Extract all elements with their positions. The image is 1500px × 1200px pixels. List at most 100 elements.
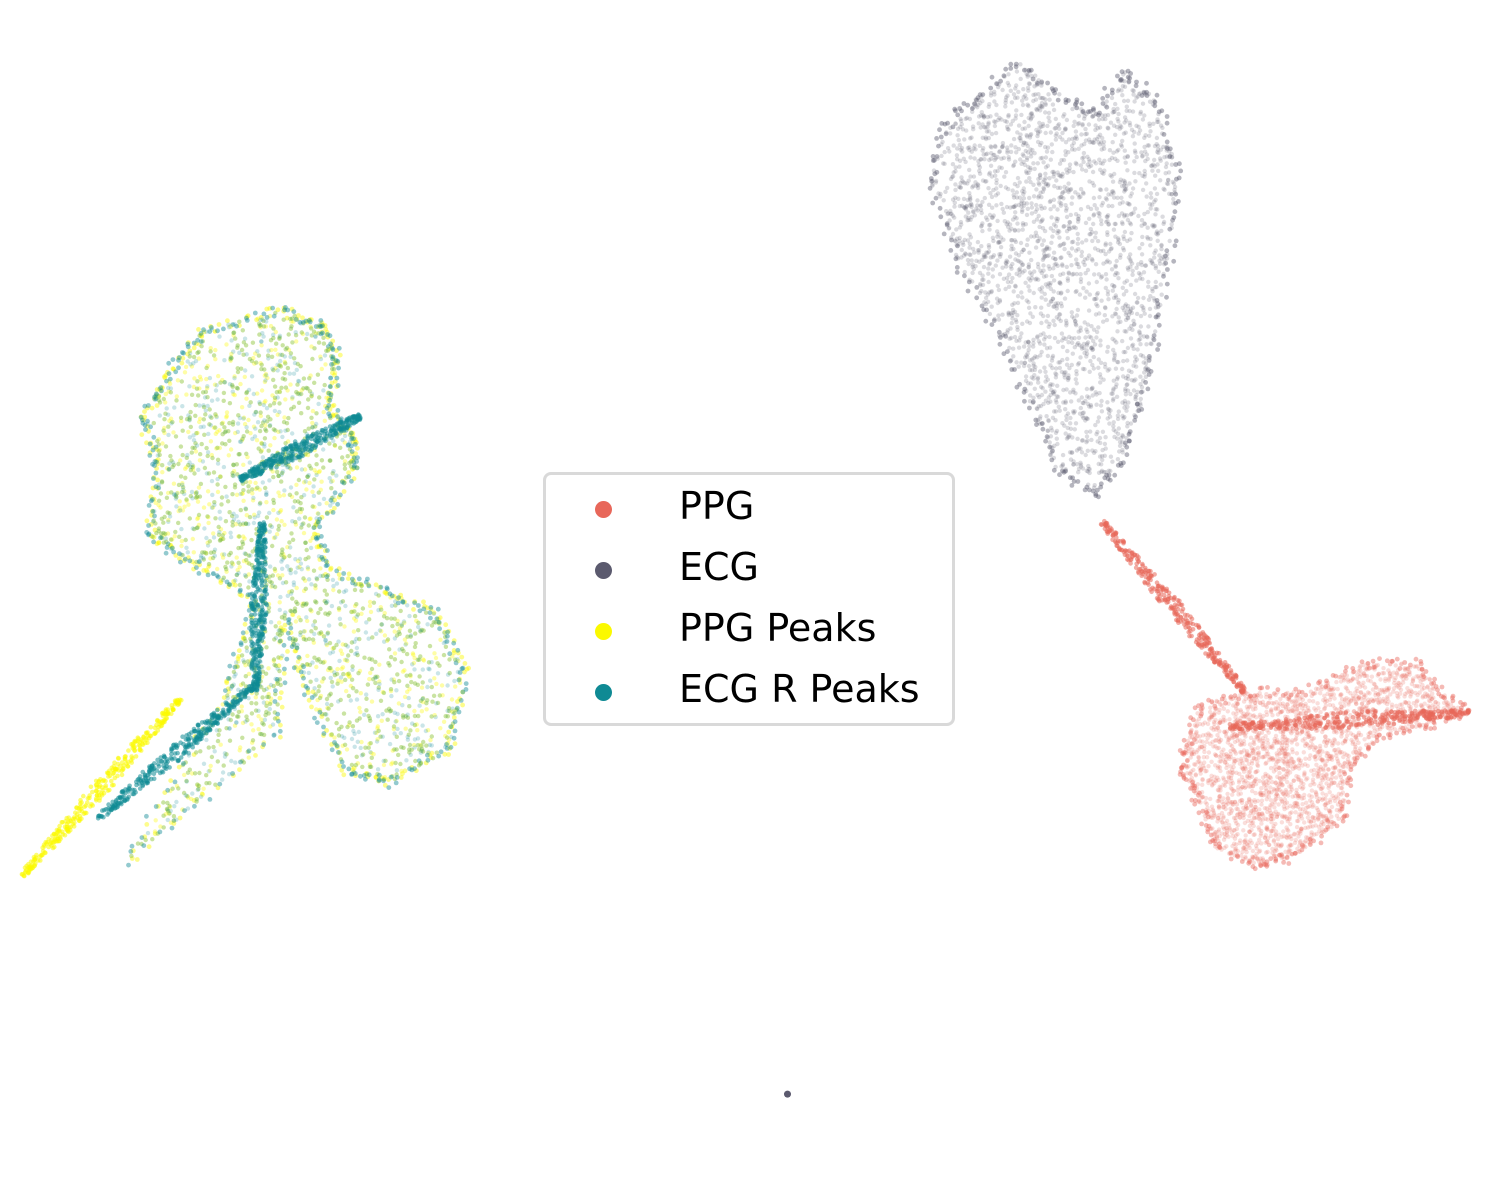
point-ecg: [1096, 365, 1101, 370]
point-ecg: [958, 185, 963, 190]
point-ecg: [1076, 264, 1082, 270]
point-ecg: [982, 114, 987, 119]
point-ppg: [1343, 664, 1349, 670]
point-ppg: [1413, 690, 1418, 696]
point-ppg: [1108, 525, 1113, 531]
point-ecg: [1036, 180, 1041, 186]
point-ecg: [962, 137, 967, 142]
point-ecg: [1120, 285, 1126, 290]
point-ecg: [1109, 391, 1114, 396]
point-ppg: [1300, 738, 1305, 743]
point-ppg: [1281, 834, 1286, 839]
point-ppg: [1299, 729, 1305, 735]
point-ecg: [1058, 203, 1064, 208]
point-ecg: [1150, 202, 1155, 207]
point-ecg: [1170, 179, 1175, 185]
point-ecg: [1147, 121, 1152, 126]
point-ppg: [1242, 820, 1248, 826]
point-ecg: [1115, 436, 1120, 441]
point-ppg: [1318, 767, 1323, 772]
point-ppg: [1320, 777, 1325, 783]
point-ppg: [1237, 840, 1242, 846]
point-ppg: [1296, 766, 1302, 771]
point-ppg: [1394, 703, 1399, 709]
point-ppg: [1335, 686, 1340, 692]
point-ecg: [1051, 250, 1057, 255]
point-ecg: [1084, 434, 1090, 439]
point-ecg: [1156, 269, 1161, 274]
point-ecg: [1032, 386, 1038, 391]
point-ecg: [1069, 246, 1075, 251]
point-ppg: [1243, 754, 1248, 759]
point-ppg: [1381, 689, 1386, 694]
point-ppg: [1258, 862, 1263, 868]
point-ecg: [1023, 378, 1029, 383]
point-ecg: [1081, 400, 1086, 406]
point-ecg: [1144, 194, 1149, 199]
point-ecg: [1084, 327, 1089, 332]
point-ppg: [1247, 859, 1252, 864]
point-ppg: [1307, 803, 1313, 809]
point-ppg: [1415, 698, 1420, 703]
point-ecg: [1095, 419, 1101, 424]
point-ppg: [1286, 722, 1291, 727]
point-ppg: [1146, 576, 1151, 582]
point-ppg: [1197, 759, 1202, 764]
point-ecg: [1075, 436, 1080, 441]
point-ppg: [1421, 709, 1426, 715]
point-ppg: [1210, 838, 1215, 844]
point-ppg: [1265, 839, 1270, 845]
point-ecg: [1144, 181, 1149, 186]
point-ppg: [1217, 765, 1223, 770]
point-ppg: [1225, 770, 1231, 775]
point-ecg: [1033, 209, 1038, 214]
point-ecg: [993, 263, 998, 268]
point-ecg: [1065, 348, 1070, 354]
point-ppg: [1232, 841, 1237, 846]
point-ecg: [1119, 125, 1124, 130]
point-ecg: [1153, 212, 1158, 217]
point-ecg: [987, 227, 992, 232]
point-ecg: [1124, 382, 1129, 388]
point-ppg: [1293, 810, 1298, 815]
point-ecg: [1132, 206, 1138, 211]
point-ppg: [1199, 821, 1204, 827]
point-ecg: [1106, 468, 1111, 473]
point-ecg: [961, 180, 966, 185]
point-ecg: [1121, 183, 1127, 188]
point-ecg: [1099, 409, 1105, 414]
point-ppg: [1409, 689, 1415, 695]
point-ecg: [1056, 290, 1061, 296]
point-ecg: [1135, 347, 1140, 352]
point-ppg: [1266, 722, 1271, 727]
point-ppg: [1445, 700, 1450, 705]
point-ppg: [1298, 758, 1304, 763]
point-ppg: [1409, 724, 1415, 729]
point-ppg: [1331, 821, 1337, 826]
point-ppg: [1280, 709, 1285, 714]
point-ecg: [1069, 201, 1074, 206]
point-ppg: [1279, 789, 1285, 794]
point-ppg: [1332, 738, 1338, 743]
point-ppg: [1397, 666, 1403, 671]
point-ppg: [1204, 635, 1210, 640]
point-ecg: [1091, 354, 1097, 360]
point-ppg: [1326, 767, 1331, 772]
point-ecg: [1052, 335, 1058, 341]
point-ecg: [1049, 142, 1055, 147]
point-ecg: [1120, 413, 1125, 419]
point-ppg: [1326, 783, 1332, 788]
point-ecg: [1083, 126, 1088, 132]
point-ecg: [1028, 381, 1034, 386]
point-ecg: [1121, 98, 1127, 104]
point-ppg: [1236, 778, 1242, 783]
point-ecg: [1017, 266, 1023, 271]
point-ecg: [979, 244, 984, 249]
point-ppg: [1247, 773, 1253, 778]
point-ecg: [966, 178, 971, 183]
point-ppg: [1299, 796, 1305, 801]
point-ecg: [1037, 108, 1043, 113]
point-ppg: [1263, 771, 1268, 777]
point-ppg: [1221, 782, 1226, 787]
point-ppg: [1308, 783, 1313, 788]
